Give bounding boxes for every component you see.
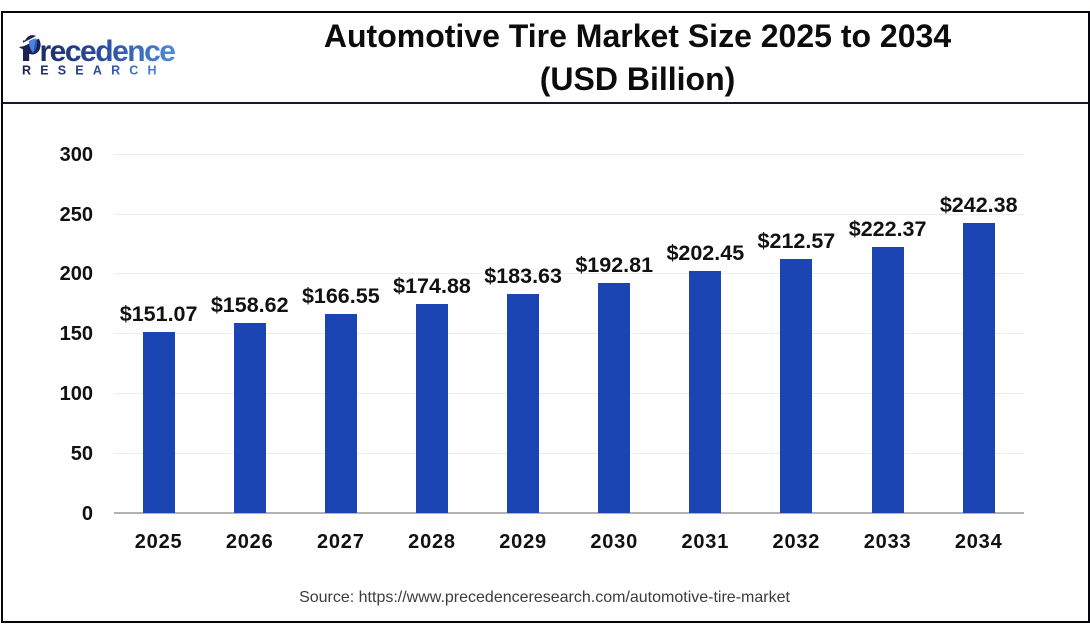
svg-text:Precedence: Precedence xyxy=(21,35,175,68)
svg-text:RESEARCH: RESEARCH xyxy=(22,64,166,78)
